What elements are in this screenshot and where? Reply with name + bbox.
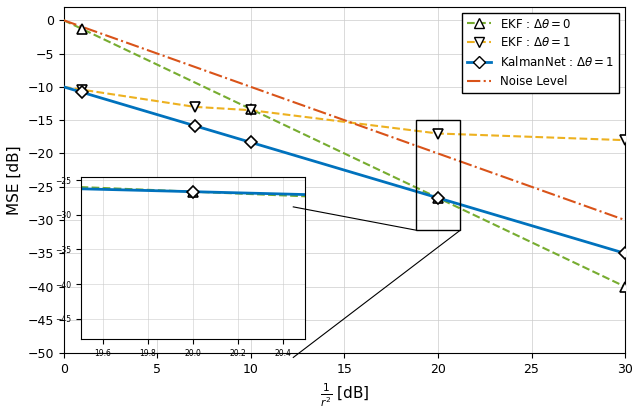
Y-axis label: MSE [dB]: MSE [dB]	[7, 145, 22, 215]
Bar	[415, 120, 460, 230]
X-axis label: $\frac{1}{r^2}$ [dB]: $\frac{1}{r^2}$ [dB]	[319, 381, 369, 409]
Legend: EKF : $\Delta\theta = 0$, EKF : $\Delta\theta = 1$, KalmanNet : $\Delta\theta = : EKF : $\Delta\theta = 0$, EKF : $\Delta\…	[462, 13, 620, 93]
